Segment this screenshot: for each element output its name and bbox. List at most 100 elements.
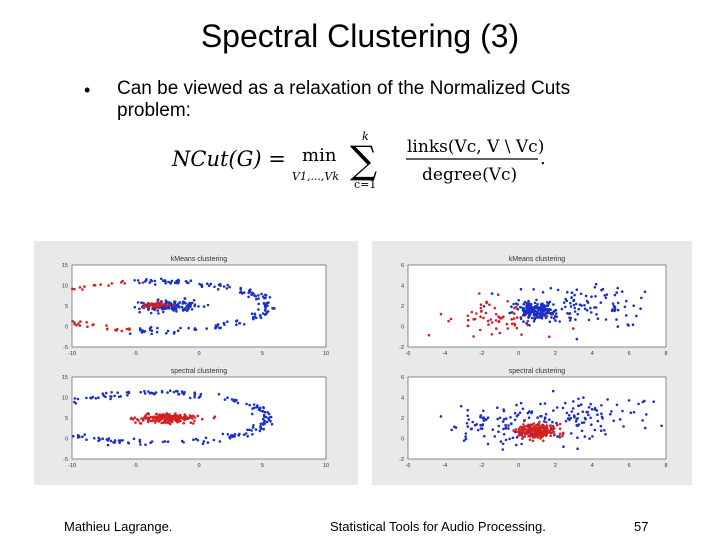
scatter-point — [569, 416, 572, 420]
scatter-point — [160, 390, 164, 394]
scatter-point — [190, 415, 193, 418]
scatter-point — [204, 436, 208, 440]
scatter-point — [554, 308, 558, 312]
y-tick-label: 0 — [401, 325, 404, 331]
scatter-point — [556, 423, 559, 427]
scatter-point — [569, 305, 573, 308]
scatter-point — [568, 312, 572, 315]
scatter-point — [572, 299, 575, 302]
scatter-point — [483, 418, 487, 421]
scatter-point — [613, 308, 617, 311]
scatter-point — [205, 327, 208, 330]
y-tick-label: 10 — [62, 396, 68, 402]
scatter-point — [519, 305, 522, 309]
scatter-point — [148, 392, 152, 395]
scatter-point — [611, 308, 614, 311]
scatter-point — [159, 277, 163, 281]
scatter-point — [176, 281, 180, 285]
scatter-point — [196, 414, 200, 418]
scatter-point — [170, 415, 174, 418]
scatter-point — [139, 390, 142, 394]
scatter-point — [627, 399, 631, 402]
scatter-point — [510, 305, 513, 308]
scatter-point — [139, 422, 143, 425]
scatter-point — [263, 313, 267, 316]
scatter-point — [611, 302, 615, 305]
scatter-point — [155, 418, 159, 421]
scatter-point — [135, 418, 139, 421]
scatter-point — [475, 423, 479, 426]
scatter-point — [564, 297, 567, 301]
scatter-point — [187, 303, 191, 306]
scatter-point — [106, 443, 110, 447]
scatter-point — [261, 417, 265, 421]
scatter-point — [149, 325, 153, 329]
scatter-point — [595, 313, 598, 316]
scatter-point — [466, 408, 469, 412]
scatter-point — [172, 304, 175, 307]
scatter-point — [250, 312, 254, 315]
scatter-point — [169, 282, 172, 285]
scatter-point — [548, 300, 552, 304]
scatter-point — [540, 317, 544, 320]
scatter-point — [166, 440, 170, 443]
scatter-point — [510, 422, 513, 426]
scatter-point — [462, 439, 466, 442]
scatter-point — [583, 435, 587, 438]
scatter-point — [527, 423, 530, 427]
scatter-point — [574, 420, 578, 423]
scatter-point — [71, 319, 74, 323]
scatter-point — [519, 317, 523, 320]
scatter-point — [629, 411, 633, 415]
scatter-point — [518, 431, 522, 434]
scatter-point — [533, 317, 537, 321]
scatter-point — [528, 313, 532, 316]
scatter-point — [529, 423, 532, 427]
scatter-point — [104, 395, 107, 399]
scatter-point — [585, 410, 588, 414]
scatter-point — [133, 416, 136, 419]
scatter-point — [447, 319, 450, 323]
slide-title: Spectral Clustering (3) — [200, 18, 520, 54]
scatter-point — [253, 315, 257, 319]
scatter-point — [605, 293, 609, 296]
scatter-point — [536, 435, 539, 439]
scatter-point — [71, 287, 74, 291]
scatter-point — [558, 432, 562, 436]
x-tick-label: 2 — [554, 351, 557, 357]
plot-svg-right: kMeans clustering-6 -4 -2 0 2 4 6 86420-2spectr… — [399, 256, 667, 469]
scatter-point — [151, 305, 155, 309]
scatter-point — [510, 318, 513, 321]
scatter-point — [533, 301, 537, 305]
scatter-point — [185, 305, 189, 308]
scatter-point — [534, 434, 537, 437]
scatter-point — [235, 319, 239, 322]
scatter-point — [140, 417, 143, 420]
scatter-point — [132, 437, 136, 441]
scatter-point — [561, 434, 564, 438]
scatter-point — [643, 290, 647, 294]
scatter-point — [643, 426, 647, 430]
scatter-point — [544, 412, 548, 416]
scatter-point — [216, 288, 220, 291]
scatter-point — [525, 430, 528, 433]
y-tick-label: 6 — [401, 263, 404, 269]
scatter-point — [556, 288, 560, 292]
scatter-point — [616, 325, 620, 328]
formula-numerator: links(Vc, V \ Vc) — [407, 137, 544, 157]
scatter-point — [552, 409, 555, 412]
scatter-point — [79, 320, 82, 323]
scatter-point — [543, 402, 547, 405]
scatter-point — [184, 414, 187, 417]
footer-author: Mathieu Lagrange. — [64, 519, 173, 534]
scatter-point — [510, 311, 513, 314]
scatter-point — [164, 420, 167, 423]
y-tick-label: 0 — [65, 437, 68, 443]
scatter-point — [596, 317, 600, 320]
scatter-point — [244, 432, 248, 435]
scatter-point — [467, 418, 470, 421]
scatter-point — [576, 417, 579, 420]
scatter-point — [149, 311, 153, 315]
scatter-point — [138, 440, 142, 444]
scatter-point — [176, 416, 179, 419]
